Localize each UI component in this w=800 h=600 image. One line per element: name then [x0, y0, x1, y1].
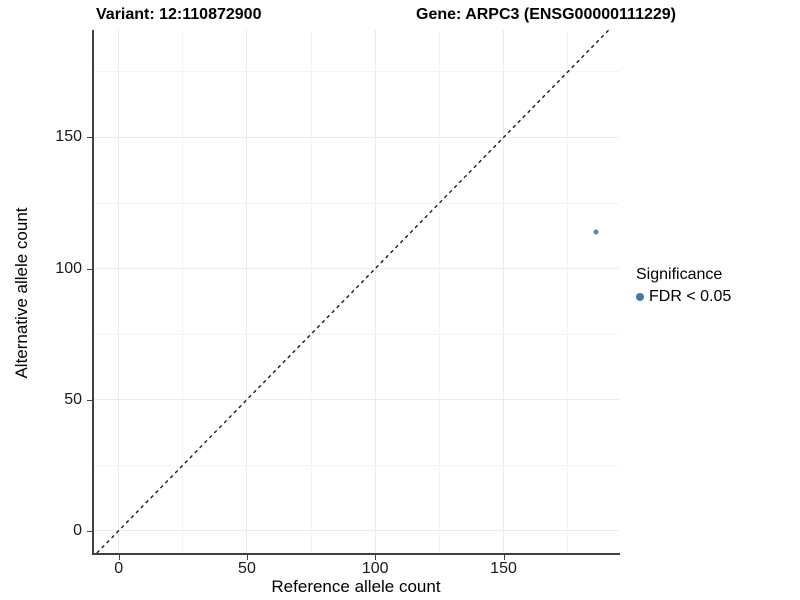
- x-axis-title: Reference allele count: [271, 577, 441, 596]
- legend-point-icon: [636, 293, 644, 301]
- legend: Significance FDR < 0.05: [636, 266, 731, 306]
- x-tick-mark: [246, 555, 248, 560]
- x-major-gridline: [374, 30, 376, 553]
- y-major-gridline: [93, 136, 619, 138]
- y-minor-gridline: [93, 202, 619, 204]
- data-point: [593, 229, 599, 235]
- y-major-gridline: [93, 530, 619, 532]
- legend-item-label: FDR < 0.05: [649, 288, 732, 305]
- plot-panel: [93, 30, 619, 553]
- variant-title: Variant: 12:110872900: [96, 6, 262, 23]
- x-major-gridline: [118, 30, 120, 553]
- y-axis-title: Alternative allele count: [12, 207, 31, 379]
- x-minor-gridline: [438, 30, 440, 553]
- y-tick-label: 50: [64, 390, 82, 408]
- y-tick-mark: [87, 137, 92, 139]
- y-minor-gridline: [93, 333, 619, 335]
- y-tick-mark: [87, 399, 92, 401]
- y-minor-gridline: [93, 464, 619, 466]
- legend-item: FDR < 0.05: [636, 288, 731, 306]
- x-tick-mark: [375, 555, 377, 560]
- y-tick-label: 100: [55, 259, 82, 277]
- y-tick-label: 0: [73, 521, 82, 539]
- identity-dashed-line: [96, 30, 610, 553]
- x-tick-mark: [503, 555, 505, 560]
- y-tick-mark: [87, 268, 92, 270]
- x-minor-gridline: [567, 30, 569, 553]
- legend-title: Significance: [636, 266, 723, 283]
- x-minor-gridline: [182, 30, 184, 553]
- x-major-gridline: [503, 30, 505, 553]
- x-tick-label: 50: [238, 560, 256, 577]
- x-tick-mark: [118, 555, 120, 560]
- legend-items: FDR < 0.05: [636, 288, 731, 306]
- gene-title: Gene: ARPC3 (ENSG00000111229): [416, 6, 676, 23]
- x-axis-line: [92, 553, 620, 555]
- y-axis-line: [92, 30, 94, 554]
- y-major-gridline: [93, 399, 619, 401]
- y-major-gridline: [93, 268, 619, 270]
- x-tick-label: 150: [490, 560, 517, 577]
- y-minor-gridline: [93, 71, 619, 73]
- x-tick-label: 100: [361, 560, 389, 577]
- x-tick-label: 0: [114, 560, 124, 577]
- y-tick-label: 150: [55, 128, 82, 146]
- x-minor-gridline: [310, 30, 312, 553]
- y-tick-mark: [87, 530, 92, 532]
- x-major-gridline: [246, 30, 248, 553]
